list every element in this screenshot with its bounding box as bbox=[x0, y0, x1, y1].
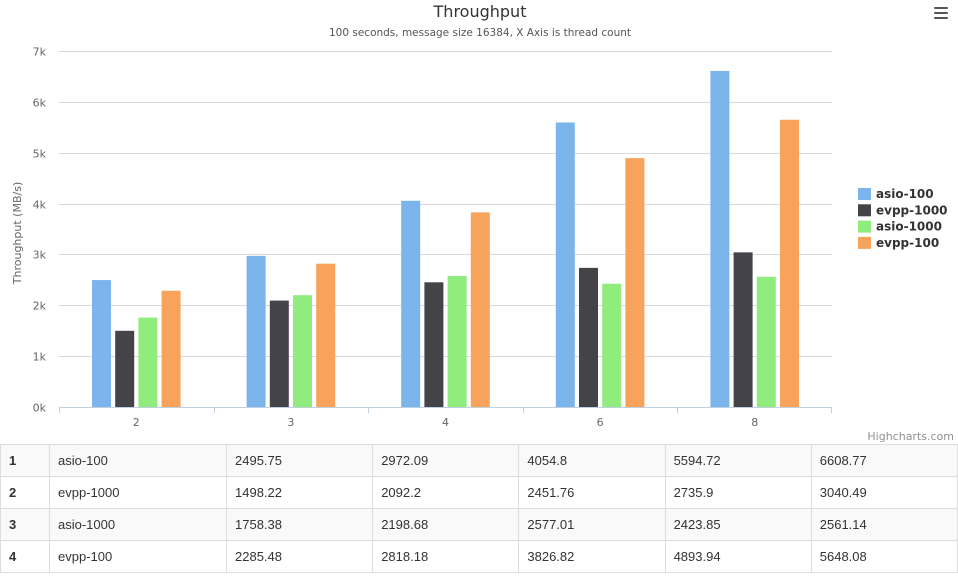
x-tick-label: 4 bbox=[442, 416, 449, 429]
table-cell: 2285.48 bbox=[225, 540, 374, 573]
legend-item-asio-1000[interactable]: asio-1000 bbox=[858, 220, 942, 234]
data-table: 1 asio-100 2495.75 2972.09 4054.8 5594.72 6608… bbox=[0, 444, 958, 573]
bar-evpp-1000-4[interactable] bbox=[424, 282, 444, 407]
menu-icon[interactable] bbox=[930, 4, 952, 24]
table-cell: 2735.9 bbox=[664, 476, 812, 509]
table-row: 1 asio-100 2495.75 2972.09 4054.8 5594.72 6608… bbox=[0, 444, 958, 477]
y-tick-label: 7k bbox=[33, 46, 47, 59]
bar-asio-1000-3[interactable] bbox=[293, 295, 312, 407]
bar-asio-100-2[interactable] bbox=[92, 280, 111, 407]
row-index: 4 bbox=[0, 540, 50, 573]
bar-asio-1000-4[interactable] bbox=[447, 275, 467, 407]
grid-lines bbox=[59, 51, 832, 408]
legend-swatch bbox=[858, 220, 871, 233]
row-index: 2 bbox=[0, 476, 50, 509]
x-tick-label: 6 bbox=[597, 416, 604, 429]
legend-item-asio-100[interactable]: asio-100 bbox=[858, 187, 934, 201]
y-tick-label: 1k bbox=[33, 351, 47, 364]
table-cell: 6608.77 bbox=[810, 444, 958, 477]
legend-item-evpp-100[interactable]: evpp-100 bbox=[858, 236, 939, 250]
table-cell: 2198.68 bbox=[372, 508, 520, 541]
bar-evpp-100-6[interactable] bbox=[625, 158, 645, 407]
x-tick-label: 8 bbox=[751, 416, 758, 429]
chart-title: Throughput bbox=[433, 2, 527, 21]
bar-evpp-100-3[interactable] bbox=[316, 263, 336, 407]
bar-asio-100-8[interactable] bbox=[710, 70, 730, 407]
table-cell: 2092.2 bbox=[372, 476, 520, 509]
x-tick-label: 3 bbox=[287, 416, 294, 429]
y-axis-ticks: 0k 1k 2k 3k 4k 5k 6k 7k bbox=[33, 46, 47, 415]
bar-asio-100-6[interactable] bbox=[555, 122, 575, 407]
chart-subtitle: 100 seconds, message size 16384, X Axis … bbox=[329, 27, 631, 39]
table-cell: 1498.22 bbox=[225, 476, 374, 509]
row-series-name: evpp-1000 bbox=[49, 476, 227, 509]
legend-label: evpp-100 bbox=[876, 236, 939, 250]
table-cell: 5594.72 bbox=[664, 444, 812, 477]
legend-label: asio-1000 bbox=[876, 220, 942, 234]
legend-swatch bbox=[858, 204, 871, 217]
bar-asio-100-4[interactable] bbox=[401, 200, 421, 407]
table-cell: 2451.76 bbox=[518, 476, 666, 509]
table-cell: 4054.8 bbox=[518, 444, 666, 477]
bar-evpp-1000-3[interactable] bbox=[269, 300, 289, 407]
row-series-name: asio-1000 bbox=[49, 508, 227, 541]
bar-asio-1000-2[interactable] bbox=[138, 317, 158, 407]
bar-asio-1000-6[interactable] bbox=[602, 283, 622, 407]
legend-label: asio-100 bbox=[876, 187, 934, 201]
table-cell: 3826.82 bbox=[518, 540, 666, 573]
table-cell: 1758.38 bbox=[225, 508, 374, 541]
legend-item-evpp-1000[interactable]: evpp-1000 bbox=[858, 203, 948, 217]
table-cell: 2818.18 bbox=[372, 540, 520, 573]
table-cell: 2561.14 bbox=[810, 508, 958, 541]
credits-link[interactable]: Highcharts.com bbox=[867, 430, 954, 443]
y-tick-label: 4k bbox=[33, 199, 47, 212]
table-cell: 2423.85 bbox=[664, 508, 812, 541]
table-cell: 2577.01 bbox=[518, 508, 666, 541]
chart-svg: Throughput 100 seconds, message size 163… bbox=[11, 2, 954, 443]
row-index: 3 bbox=[0, 508, 50, 541]
table-row: 4 evpp-100 2285.48 2818.18 3826.82 4893.94 564… bbox=[0, 540, 958, 573]
y-tick-label: 2k bbox=[33, 300, 47, 313]
table-cell: 3040.49 bbox=[810, 476, 958, 509]
row-index: 1 bbox=[0, 444, 50, 477]
row-series-name: asio-100 bbox=[49, 444, 227, 477]
y-tick-label: 5k bbox=[33, 148, 47, 161]
y-tick-label: 3k bbox=[33, 249, 47, 262]
row-series-name: evpp-100 bbox=[49, 540, 227, 573]
bar-evpp-1000-6[interactable] bbox=[579, 267, 598, 407]
bar-evpp-1000-2[interactable] bbox=[115, 330, 135, 407]
y-tick-label: 6k bbox=[33, 97, 47, 110]
table-row: 3 asio-1000 1758.38 2198.68 2577.01 2423.85 25… bbox=[0, 508, 958, 541]
bar-evpp-100-4[interactable] bbox=[470, 212, 490, 407]
table-cell: 5648.08 bbox=[810, 540, 958, 573]
bar-evpp-100-2[interactable] bbox=[161, 290, 181, 407]
table-cell: 2495.75 bbox=[225, 444, 374, 477]
x-axis: 2 3 4 6 8 bbox=[59, 407, 832, 429]
table-row: 2 evpp-1000 1498.22 2092.2 2451.76 2735.9 3040… bbox=[0, 476, 958, 509]
legend: asio-100 evpp-1000 asio-1000 evpp-100 bbox=[858, 187, 948, 250]
bar-evpp-100-8[interactable] bbox=[780, 119, 799, 407]
bar-asio-1000-8[interactable] bbox=[756, 276, 776, 407]
y-axis-label: Throughput (MB/s) bbox=[11, 182, 24, 285]
chart-container: Throughput 100 seconds, message size 163… bbox=[11, 2, 954, 443]
bars bbox=[92, 70, 799, 407]
legend-label: evpp-1000 bbox=[876, 203, 948, 217]
bar-asio-100-3[interactable] bbox=[246, 255, 266, 407]
legend-swatch bbox=[858, 188, 871, 200]
table-cell: 4893.94 bbox=[664, 540, 812, 573]
table-cell: 2972.09 bbox=[372, 444, 520, 477]
y-tick-label: 0k bbox=[33, 402, 47, 415]
bar-evpp-1000-8[interactable] bbox=[733, 252, 753, 407]
x-tick-label: 2 bbox=[133, 416, 140, 429]
legend-swatch bbox=[858, 236, 871, 249]
